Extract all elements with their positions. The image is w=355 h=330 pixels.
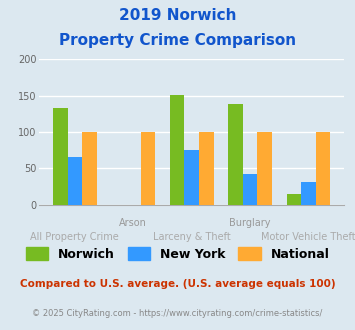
Text: Motor Vehicle Theft: Motor Vehicle Theft [261,232,355,242]
Bar [257,132,272,205]
Text: © 2025 CityRating.com - https://www.cityrating.com/crime-statistics/: © 2025 CityRating.com - https://www.city… [32,309,323,317]
Bar [301,182,316,205]
Bar [141,132,155,205]
Bar [53,108,67,205]
Text: Burglary: Burglary [229,218,271,228]
Bar [67,157,82,205]
Text: Compared to U.S. average. (U.S. average equals 100): Compared to U.S. average. (U.S. average … [20,279,335,289]
Text: Arson: Arson [119,218,147,228]
Text: Larceny & Theft: Larceny & Theft [153,232,231,242]
Legend: Norwich, New York, National: Norwich, New York, National [21,242,334,266]
Bar [316,132,331,205]
Bar [286,194,301,205]
Bar [199,132,214,205]
Bar [228,104,243,205]
Text: 2019 Norwich: 2019 Norwich [119,8,236,23]
Bar [170,95,184,205]
Text: Property Crime Comparison: Property Crime Comparison [59,33,296,48]
Bar [184,150,199,205]
Text: All Property Crime: All Property Crime [31,232,119,242]
Bar [82,132,97,205]
Bar [243,174,257,205]
